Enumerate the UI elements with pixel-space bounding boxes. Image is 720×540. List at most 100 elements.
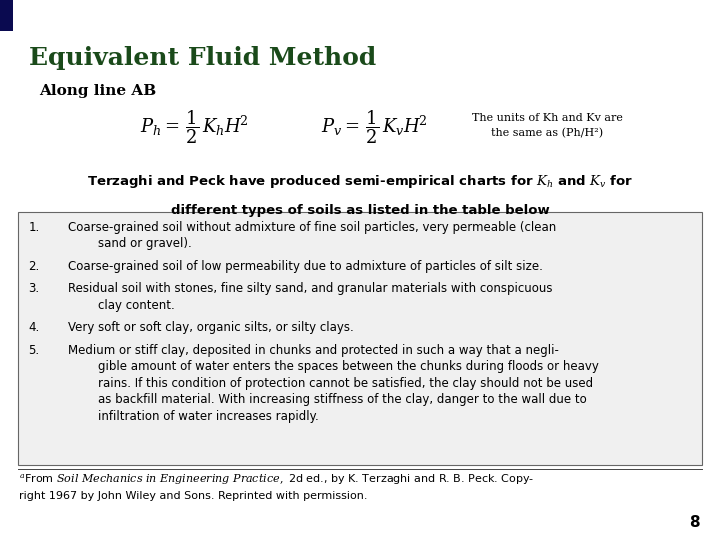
Bar bbox=[1, 0, 4, 31]
Bar bbox=[0, 0, 4, 31]
Bar bbox=[4, 0, 7, 31]
Bar bbox=[1, 0, 5, 31]
Bar bbox=[4, 0, 7, 31]
Bar bbox=[1, 0, 4, 31]
Bar bbox=[1, 0, 4, 31]
Bar bbox=[4, 0, 7, 31]
Bar bbox=[2, 0, 6, 31]
Bar bbox=[2, 0, 6, 31]
Bar bbox=[4, 0, 7, 31]
Bar bbox=[2, 0, 6, 31]
Text: 8: 8 bbox=[689, 515, 700, 530]
Bar bbox=[2, 0, 6, 31]
Bar bbox=[4, 0, 7, 31]
Bar bbox=[1, 0, 5, 31]
Bar bbox=[4, 0, 7, 31]
Bar bbox=[1, 0, 4, 31]
Bar bbox=[1, 0, 4, 31]
Bar bbox=[3, 0, 6, 31]
Bar bbox=[3, 0, 6, 31]
Bar bbox=[1, 0, 4, 31]
Bar bbox=[0, 0, 4, 31]
Bar bbox=[4, 0, 7, 31]
Bar bbox=[3, 0, 6, 31]
Bar bbox=[0, 0, 4, 31]
Bar bbox=[1, 0, 5, 31]
Bar bbox=[2, 0, 6, 31]
Bar bbox=[4, 0, 7, 31]
Bar bbox=[3, 0, 6, 31]
Bar bbox=[1, 0, 4, 31]
Text: $P_h{=}\,\dfrac{1}{2}\,K_h H^{\!2}$: $P_h{=}\,\dfrac{1}{2}\,K_h H^{\!2}$ bbox=[140, 108, 248, 146]
Bar bbox=[1, 0, 4, 31]
Bar bbox=[3, 0, 6, 31]
Bar bbox=[1, 0, 5, 31]
Bar bbox=[1, 0, 5, 31]
Bar bbox=[1, 0, 5, 31]
Bar bbox=[1, 0, 5, 31]
Bar bbox=[0, 0, 4, 31]
Bar bbox=[2, 0, 6, 31]
Bar bbox=[3, 0, 6, 31]
Bar bbox=[1, 0, 4, 31]
Bar bbox=[2, 0, 6, 31]
Bar bbox=[3, 0, 6, 31]
Bar bbox=[3, 0, 6, 31]
Bar bbox=[2, 0, 6, 31]
Bar bbox=[2, 0, 6, 31]
Bar bbox=[1, 0, 5, 31]
Bar bbox=[2, 0, 6, 31]
Bar bbox=[2, 0, 6, 31]
Bar bbox=[3, 0, 6, 31]
Bar bbox=[3, 0, 6, 31]
Bar bbox=[1, 0, 4, 31]
Bar bbox=[2, 0, 6, 31]
Bar bbox=[2, 0, 6, 31]
Bar bbox=[0, 0, 4, 31]
Bar bbox=[4, 0, 7, 31]
Bar bbox=[2, 0, 6, 31]
Bar bbox=[3, 0, 6, 31]
Bar bbox=[1, 0, 5, 31]
Bar bbox=[1, 0, 4, 31]
Bar bbox=[1, 0, 5, 31]
Bar bbox=[1, 0, 5, 31]
Bar bbox=[1, 0, 4, 31]
Bar bbox=[0, 0, 4, 31]
Bar bbox=[1, 0, 5, 31]
Bar bbox=[1, 0, 4, 31]
Bar bbox=[3, 0, 6, 31]
Bar bbox=[2, 0, 6, 31]
Bar bbox=[1, 0, 4, 31]
Bar bbox=[1, 0, 4, 31]
Bar bbox=[0, 0, 13, 31]
Bar bbox=[2, 0, 6, 31]
Bar bbox=[3, 0, 6, 31]
Bar bbox=[0, 0, 4, 31]
Bar bbox=[3, 0, 6, 31]
Bar bbox=[1, 0, 4, 31]
Text: 1.: 1. bbox=[28, 221, 40, 234]
Bar bbox=[3, 0, 6, 31]
Bar bbox=[1, 0, 4, 31]
Bar bbox=[1, 0, 4, 31]
Bar bbox=[2, 0, 6, 31]
Bar bbox=[2, 0, 6, 31]
Bar bbox=[2, 0, 6, 31]
Bar bbox=[4, 0, 7, 31]
Bar bbox=[3, 0, 6, 31]
Bar bbox=[4, 0, 7, 31]
Bar bbox=[1, 0, 5, 31]
Bar bbox=[3, 0, 6, 31]
Text: Very soft or soft clay, organic silts, or silty clays.: Very soft or soft clay, organic silts, o… bbox=[68, 321, 354, 334]
Bar bbox=[4, 0, 7, 31]
Bar bbox=[0, 0, 4, 31]
Bar bbox=[2, 0, 6, 31]
Bar bbox=[1, 0, 5, 31]
Bar bbox=[3, 0, 6, 31]
Bar bbox=[1, 0, 5, 31]
Bar bbox=[1, 0, 4, 31]
Bar bbox=[3, 0, 6, 31]
Text: Residual soil with stones, fine silty sand, and granular materials with conspicu: Residual soil with stones, fine silty sa… bbox=[68, 282, 553, 312]
Bar bbox=[1, 0, 5, 31]
